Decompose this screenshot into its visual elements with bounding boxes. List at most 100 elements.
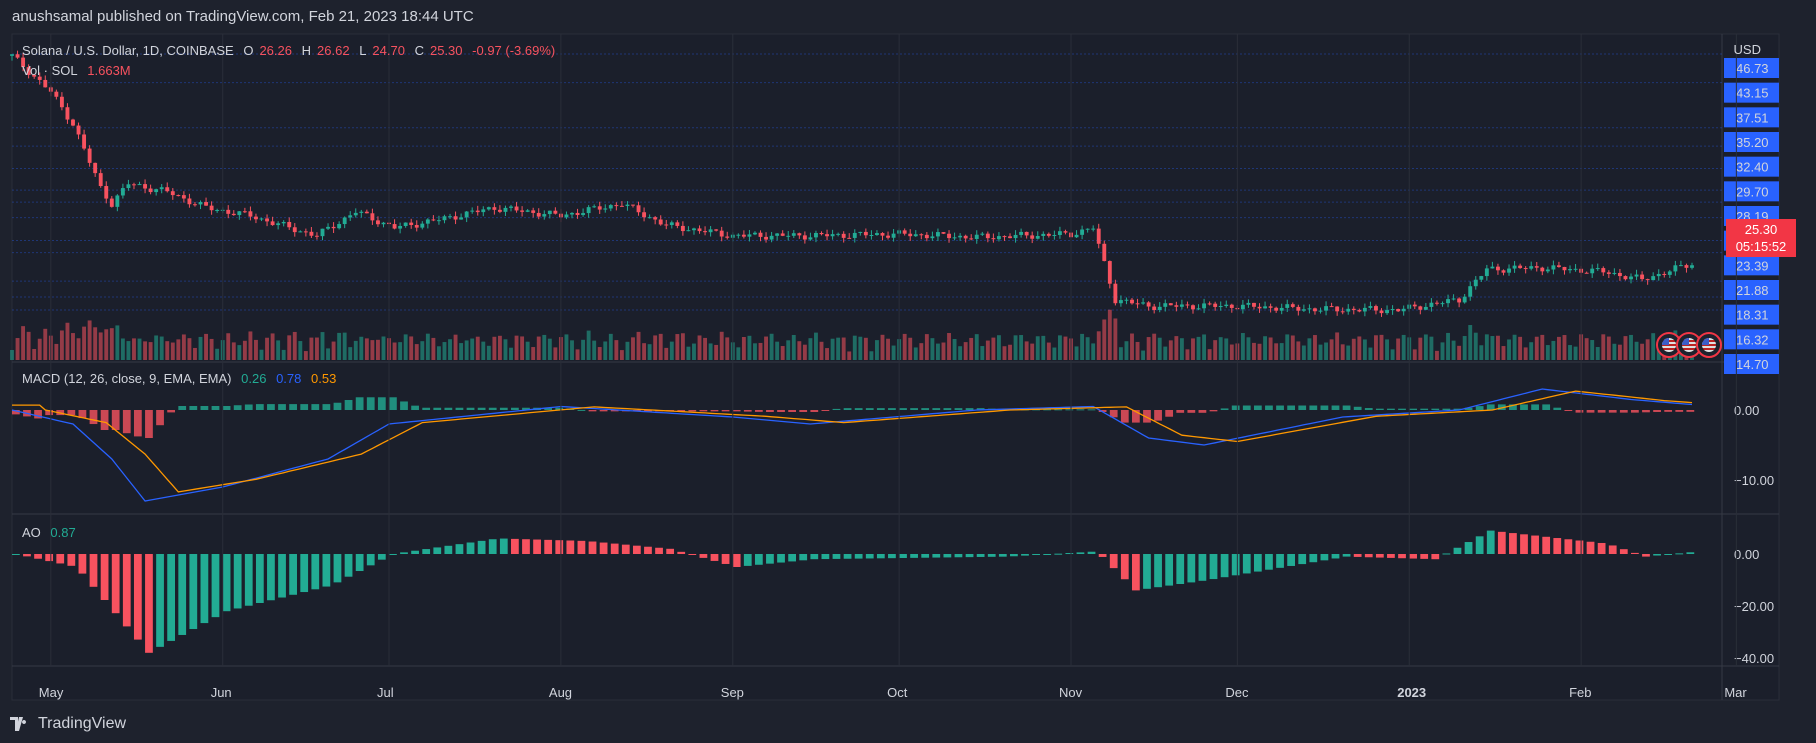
candle <box>1645 279 1650 281</box>
macd-hist-bar <box>865 408 874 410</box>
candle <box>586 207 591 214</box>
volume-legend: Vol · SOL 1.663M <box>22 63 137 78</box>
macd-hist-bar <box>1686 410 1695 412</box>
ao-bar <box>1231 554 1240 576</box>
volume-bar <box>1335 332 1340 360</box>
candle <box>1035 235 1040 239</box>
macd-hist-bar <box>599 410 608 412</box>
macd-hist-bar <box>189 406 198 410</box>
volume-bar <box>1612 343 1617 360</box>
candle <box>1534 266 1539 268</box>
volume-bar <box>43 328 48 360</box>
volume-bar <box>625 341 630 360</box>
ohlc-o-value: 26.26 <box>259 43 292 58</box>
ao-bar <box>45 554 54 562</box>
volume-bar <box>891 345 896 360</box>
candle <box>1163 303 1168 307</box>
candle <box>154 189 159 193</box>
ao-bar <box>1464 542 1473 554</box>
candle <box>786 235 791 237</box>
volume-label[interactable]: Vol · SOL <box>22 63 78 78</box>
candle <box>1374 306 1378 311</box>
volume-bar <box>1008 344 1012 360</box>
ao-bar <box>899 554 907 559</box>
macd-hist-bar <box>411 405 419 410</box>
currency-label[interactable]: USD <box>1733 42 1761 57</box>
volume-bar <box>863 337 868 360</box>
volume-bar <box>1257 343 1262 360</box>
volume-bar <box>719 331 724 360</box>
candle <box>1285 304 1290 308</box>
volume-bar <box>337 332 342 360</box>
us-flag-icon[interactable] <box>1696 332 1722 358</box>
economic-events[interactable] <box>1656 332 1722 358</box>
volume-bar <box>841 337 846 360</box>
candle <box>1080 229 1085 235</box>
volume-bar <box>1512 334 1517 360</box>
ao-bar <box>1675 553 1684 555</box>
ao-bar <box>1353 554 1362 557</box>
macd-label[interactable]: MACD (12, 26, close, 9, EMA, EMA) <box>22 371 232 386</box>
volume-bar <box>148 342 153 360</box>
volume-bar <box>1568 345 1572 360</box>
candle <box>1313 308 1317 312</box>
ao-bar <box>1497 531 1506 554</box>
footer-brand[interactable]: TradingView <box>10 715 126 733</box>
candle <box>974 234 979 239</box>
ao-bar <box>311 554 320 590</box>
volume-bar <box>608 333 613 360</box>
candle <box>21 57 26 68</box>
candle <box>852 232 857 238</box>
ao-bar <box>1043 554 1052 555</box>
ao-bar <box>1608 545 1617 554</box>
time-tick-label: Sep <box>721 685 744 700</box>
candle <box>1246 302 1251 305</box>
candle <box>514 206 519 211</box>
macd-hist-bar <box>311 404 320 410</box>
candle <box>830 234 835 237</box>
ao-bar <box>1032 554 1040 555</box>
volume-bar <box>198 336 203 360</box>
macd-hist-bar <box>1187 410 1196 413</box>
ao-bar <box>1475 536 1484 554</box>
volume-bar <box>869 351 874 360</box>
volume-bar <box>1501 346 1506 360</box>
candle <box>797 233 802 236</box>
time-tick-label: Jul <box>377 685 394 700</box>
candle <box>1595 268 1600 270</box>
candle <box>597 206 602 210</box>
volume-bar <box>703 337 708 360</box>
ohlc-l-label: L <box>359 43 367 58</box>
candle <box>1584 272 1589 274</box>
ao-bar <box>167 554 176 641</box>
volume-bar <box>10 350 14 360</box>
volume-bar <box>919 343 924 360</box>
candle <box>265 218 269 222</box>
ao-bar <box>1087 551 1096 554</box>
volume-bar <box>764 336 768 360</box>
candle <box>1651 276 1656 281</box>
volume-bar <box>542 334 547 360</box>
volume-bar <box>381 336 386 360</box>
macd-hist-bar <box>1542 404 1551 410</box>
ao-bar <box>522 539 530 554</box>
volume-bar <box>1290 335 1295 360</box>
macd-hist-bar <box>699 410 708 412</box>
symbol-label[interactable]: Solana / U.S. Dollar, 1D, COINBASE <box>22 43 234 58</box>
candle <box>603 208 608 210</box>
ohlc-c-label: C <box>414 43 424 58</box>
macd-hist-bar <box>145 410 153 438</box>
price-tick-label: 18.31 <box>1736 308 1769 323</box>
volume-bar <box>448 339 452 360</box>
candle <box>886 235 890 238</box>
ao-bar <box>1575 540 1584 554</box>
candle <box>1385 310 1389 314</box>
volume-bar <box>669 341 674 360</box>
ohlc-h-label: H <box>301 43 312 58</box>
candle <box>1240 304 1245 310</box>
volume-bar <box>758 342 763 360</box>
ao-label[interactable]: AO <box>22 525 41 540</box>
volume-bar <box>1545 345 1550 360</box>
candle <box>1479 276 1484 280</box>
